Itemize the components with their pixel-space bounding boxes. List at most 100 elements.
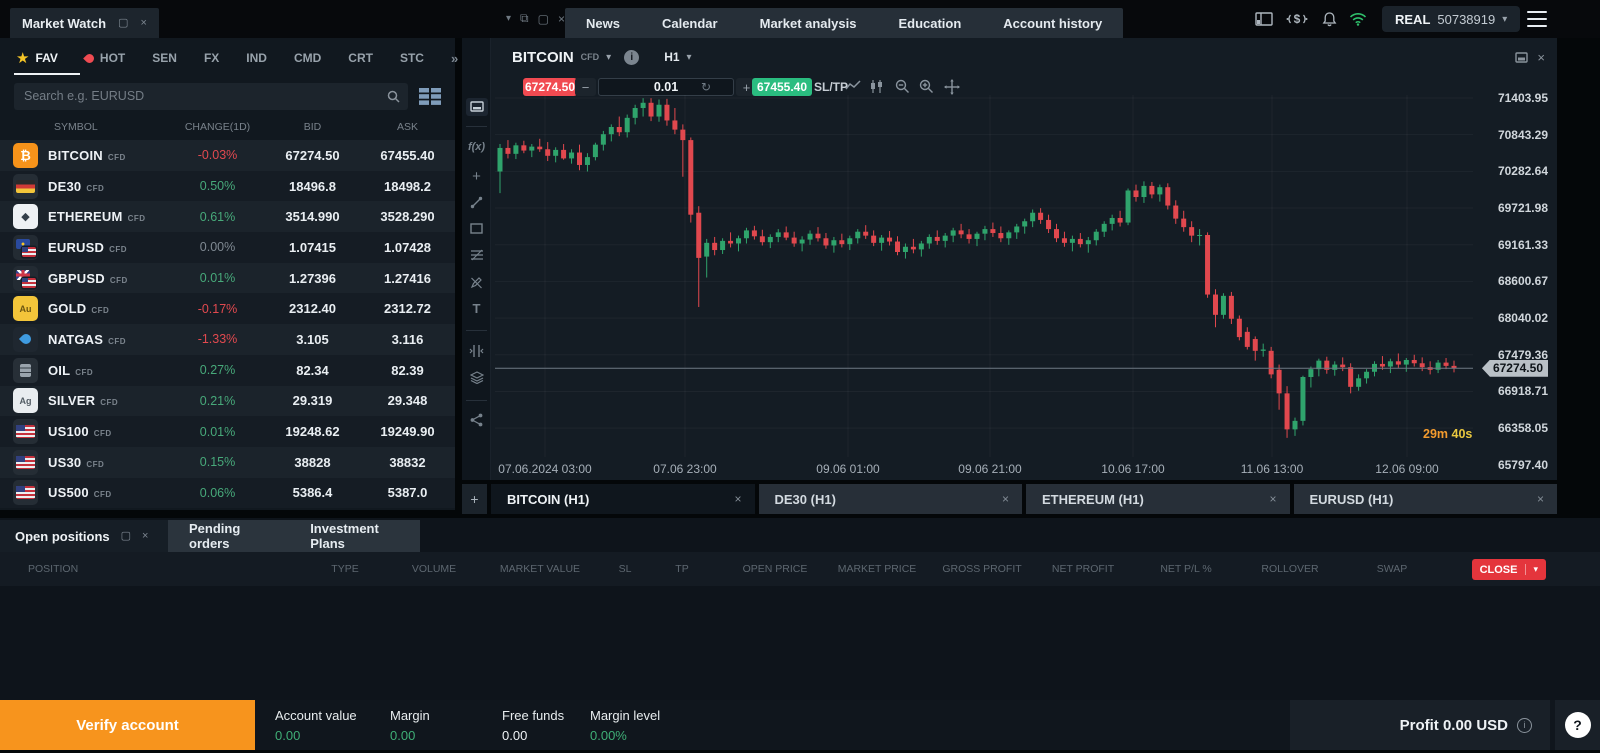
close-icon[interactable]: × xyxy=(1537,50,1545,65)
close-icon[interactable]: × xyxy=(1269,492,1277,506)
panels-icon[interactable] xyxy=(1253,9,1275,29)
window-icon[interactable]: ▢ xyxy=(537,11,549,26)
tab-open-positions[interactable]: Open positions ▢ × xyxy=(0,520,168,552)
flag xyxy=(16,269,30,280)
symbol-icon-us xyxy=(13,449,38,475)
candlestick-chart-icon[interactable] xyxy=(869,79,884,99)
close-icon[interactable]: × xyxy=(557,11,565,26)
line-chart-icon[interactable] xyxy=(845,79,861,98)
layers-icon[interactable] xyxy=(462,371,491,387)
new-chart-tab-button[interactable]: + xyxy=(462,484,487,514)
grid-view-icon[interactable] xyxy=(419,87,441,105)
close-icon[interactable]: × xyxy=(1001,492,1009,506)
symbol-row-de30[interactable]: DE30 CFD 0.50% 18496.8 18498.2 xyxy=(0,170,455,202)
symbol-row-us500[interactable]: US500 CFD 0.06% 5386.4 5387.0 xyxy=(0,477,455,509)
sell-button[interactable]: 67274.50 xyxy=(523,78,577,96)
chart-view-icon[interactable] xyxy=(462,98,491,116)
zoom-in-icon[interactable] xyxy=(919,79,934,99)
market-watch-tab-crt[interactable]: CRT xyxy=(348,51,373,65)
market-watch-tab-ind[interactable]: IND xyxy=(246,51,267,65)
nav-tab-calendar[interactable]: Calendar xyxy=(661,15,718,31)
maximize-icon[interactable]: ▢ xyxy=(120,529,132,542)
tab-pending-orders[interactable]: Pending orders xyxy=(189,521,241,551)
chart-window-icons: × xyxy=(1515,50,1545,65)
crosshair-icon[interactable]: + xyxy=(472,168,481,185)
currency-signal-icon[interactable]: $ xyxy=(1286,9,1308,29)
symbol-row-natgas[interactable]: NATGAS CFD -1.33% 3.105 3.116 xyxy=(0,324,455,355)
chart-tab-bitcoin-h1-[interactable]: BITCOIN (H1) × xyxy=(491,484,755,514)
search-field[interactable] xyxy=(14,82,408,110)
chart-tab-de30-h1-[interactable]: DE30 (H1) × xyxy=(758,484,1022,514)
symbol-name-wrap: GBPUSD CFD xyxy=(48,271,170,286)
candlestick-plot[interactable]: 29m 40s xyxy=(495,95,1473,457)
chart-tab-ethereum-h1-[interactable]: ETHEREUM (H1) × xyxy=(1026,484,1290,514)
instrument-info-icon[interactable]: i xyxy=(624,49,640,65)
volume-field[interactable]: 0.01 ↻ xyxy=(598,78,734,96)
symbol-row-ethereum[interactable]: ◆ ETHEREUM CFD 0.61% 3514.990 3528.290 xyxy=(0,201,455,233)
symbol-row-oil[interactable]: OIL CFD 0.27% 82.34 82.39 xyxy=(0,354,455,386)
tab-investment-plans[interactable]: Investment Plans xyxy=(310,521,379,551)
nav-tab-news[interactable]: News xyxy=(586,15,620,31)
chart-tabs-bar: + BITCOIN (H1) × DE30 (H1) × ETHEREUM (H1) × E… xyxy=(462,484,1557,514)
price-axis[interactable]: 71403.95 70843.29 70282.64 69721.98 69161.33… xyxy=(1468,91,1548,480)
market-watch-tab-fx[interactable]: FX xyxy=(204,51,219,65)
symbol-row-bitcoin[interactable]: ₿ BITCOIN CFD -0.03% 67274.50 67455.40 xyxy=(0,140,455,171)
market-watch-window-tab[interactable]: Market Watch ▢ × xyxy=(10,8,159,38)
volume-decrease-button[interactable]: − xyxy=(575,78,596,96)
draw-tool-icon[interactable] xyxy=(462,276,491,292)
search-input[interactable] xyxy=(14,89,408,103)
pan-move-icon[interactable] xyxy=(944,79,960,100)
close-all-button[interactable]: CLOSE ▾ xyxy=(1471,559,1546,580)
indicators-fx-icon[interactable]: f(x) xyxy=(467,141,486,153)
chevron-down-icon[interactable]: ▾ xyxy=(606,51,612,63)
symbol-row-silver[interactable]: Ag SILVER CFD 0.21% 29.319 29.348 xyxy=(0,385,455,417)
symbol-row-eurusd[interactable]: EURUSD CFD 0.00% 1.07415 1.07428 xyxy=(0,232,455,263)
symbol-row-us30[interactable]: US30 CFD 0.15% 38828 38832 xyxy=(0,446,455,478)
verify-account-button[interactable]: Verify account xyxy=(0,700,255,750)
symbol-row-gold[interactable]: Au GOLD CFD -0.17% 2312.40 2312.72 xyxy=(0,293,455,325)
share-icon[interactable] xyxy=(462,413,491,430)
volume-profile-icon[interactable] xyxy=(462,344,491,361)
market-watch-tab-fav[interactable]: ★ FAV xyxy=(16,49,58,67)
sltp-button[interactable]: SL/TP xyxy=(814,80,849,94)
help-section[interactable]: ? xyxy=(1555,700,1600,750)
info-icon[interactable]: i xyxy=(1517,717,1532,733)
price-tick: 69721.98 xyxy=(1497,201,1548,216)
volume-increase-button[interactable]: + xyxy=(736,78,757,96)
refresh-icon[interactable]: ↻ xyxy=(700,80,711,94)
chevron-down-icon[interactable]: ▾ xyxy=(506,13,512,24)
chart-tab-eurusd-h1-[interactable]: EURUSD (H1) × xyxy=(1293,484,1557,514)
buy-button[interactable]: 67455.40 xyxy=(752,78,812,96)
market-watch-tab-stc[interactable]: STC xyxy=(400,51,424,65)
zoom-out-icon[interactable] xyxy=(895,79,910,99)
symbol-row-gbpusd[interactable]: GBPUSD CFD 0.01% 1.27396 1.27416 xyxy=(0,262,455,294)
popout-icon[interactable]: ⧉ xyxy=(520,11,529,25)
nav-tab-market-analysis[interactable]: Market analysis xyxy=(759,15,857,31)
chart-symbol[interactable]: BITCOIN xyxy=(512,48,574,66)
close-icon[interactable]: × xyxy=(734,492,742,506)
positions-column-sl: SL xyxy=(618,563,632,575)
close-icon[interactable]: × xyxy=(142,529,149,542)
fibonacci-tool-icon[interactable] xyxy=(462,249,491,264)
market-watch-tab-cmd[interactable]: CMD xyxy=(294,51,321,65)
symbol-icon-btc: ₿ xyxy=(13,142,38,168)
bell-icon[interactable] xyxy=(1318,9,1340,29)
symbol-row-us100[interactable]: US100 CFD 0.01% 19248.62 19249.90 xyxy=(0,416,455,447)
time-axis[interactable]: 07.06.2024 03:00 07.06 23:00 09.06 01:00 09… xyxy=(495,462,1473,478)
market-watch-tab-hot[interactable]: HOT xyxy=(83,51,125,65)
text-tool-icon[interactable]: T xyxy=(472,301,481,316)
market-watch-tab-sen[interactable]: SEN xyxy=(152,51,177,65)
menu-icon[interactable] xyxy=(1527,11,1547,27)
rectangle-tool-icon[interactable] xyxy=(462,223,491,237)
window-icon[interactable] xyxy=(1515,52,1529,63)
close-icon[interactable]: × xyxy=(1536,492,1544,506)
chevrons-right-icon[interactable]: » xyxy=(450,50,459,66)
maximize-icon[interactable]: ▢ xyxy=(118,16,129,29)
wifi-icon[interactable] xyxy=(1347,9,1369,29)
timeframe-selector[interactable]: H1 ▾ xyxy=(656,47,699,67)
nav-tab-account-history[interactable]: Account history xyxy=(1003,15,1103,31)
trendline-tool-icon[interactable] xyxy=(462,196,491,212)
close-icon[interactable]: × xyxy=(140,16,147,29)
account-selector[interactable]: REAL 50738919 ▾ xyxy=(1382,6,1521,32)
nav-tab-education[interactable]: Education xyxy=(898,15,962,31)
